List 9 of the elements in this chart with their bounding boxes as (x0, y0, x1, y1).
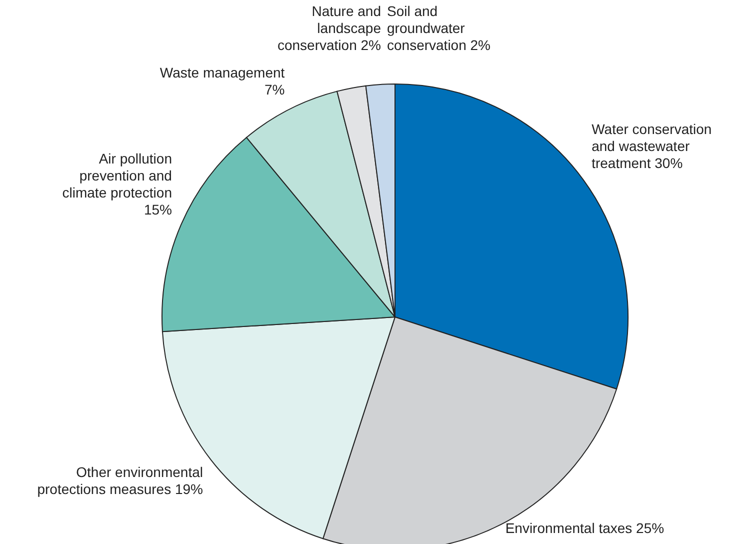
slice-label: Air pollution prevention and climate protection (62, 150, 172, 200)
slice-label: Waste management (160, 64, 285, 80)
slice-label: Environmental taxes 25% (505, 520, 664, 536)
data-label: 15% (144, 201, 172, 218)
slice-label: Soil and groundwater conservation 2% (387, 3, 491, 53)
slice-label: Nature and landscape conservation 2% (277, 3, 382, 53)
data-label: 7% (264, 81, 285, 98)
slice-label: Water conservation and wastewater treatment 30% (592, 121, 712, 172)
slice-label: Other environmental protections measures 19% (37, 464, 203, 497)
